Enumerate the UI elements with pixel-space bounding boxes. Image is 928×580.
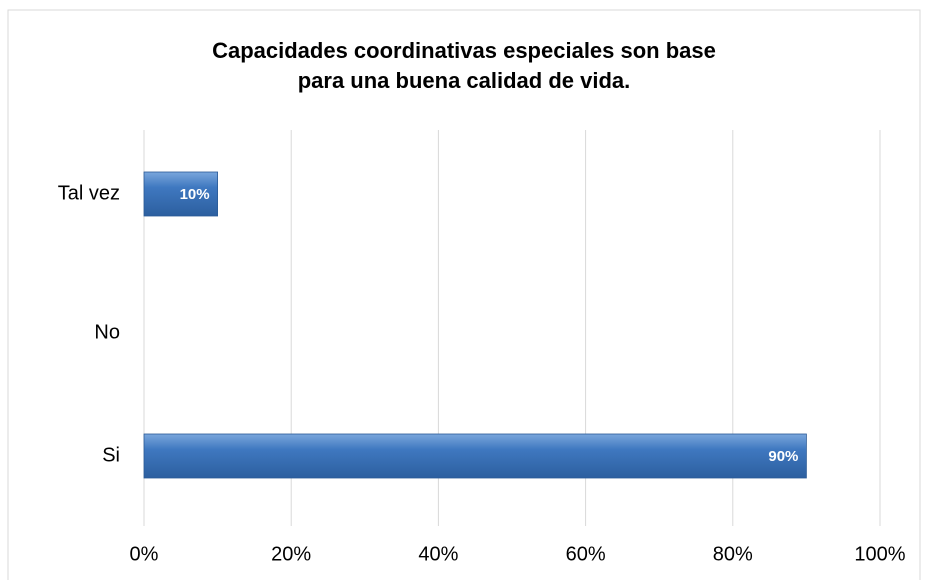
chart-title: Capacidades coordinativas especiales son… xyxy=(212,38,716,93)
data-label: 10% xyxy=(180,186,210,203)
bar xyxy=(143,433,807,479)
chart-border xyxy=(7,9,921,580)
bar xyxy=(143,171,218,217)
x-tick-label: 20% xyxy=(271,543,311,565)
x-tick-label: 0% xyxy=(130,543,159,565)
x-tick-label: 100% xyxy=(854,543,905,565)
y-tick-label: Si xyxy=(102,444,120,466)
x-tick-label: 40% xyxy=(418,543,458,565)
x-tick-label: 60% xyxy=(566,543,606,565)
x-tick-label: 80% xyxy=(713,543,753,565)
y-tick-label: Tal vez xyxy=(58,182,120,204)
y-tick-label: No xyxy=(94,321,120,343)
data-label: 90% xyxy=(768,448,798,465)
